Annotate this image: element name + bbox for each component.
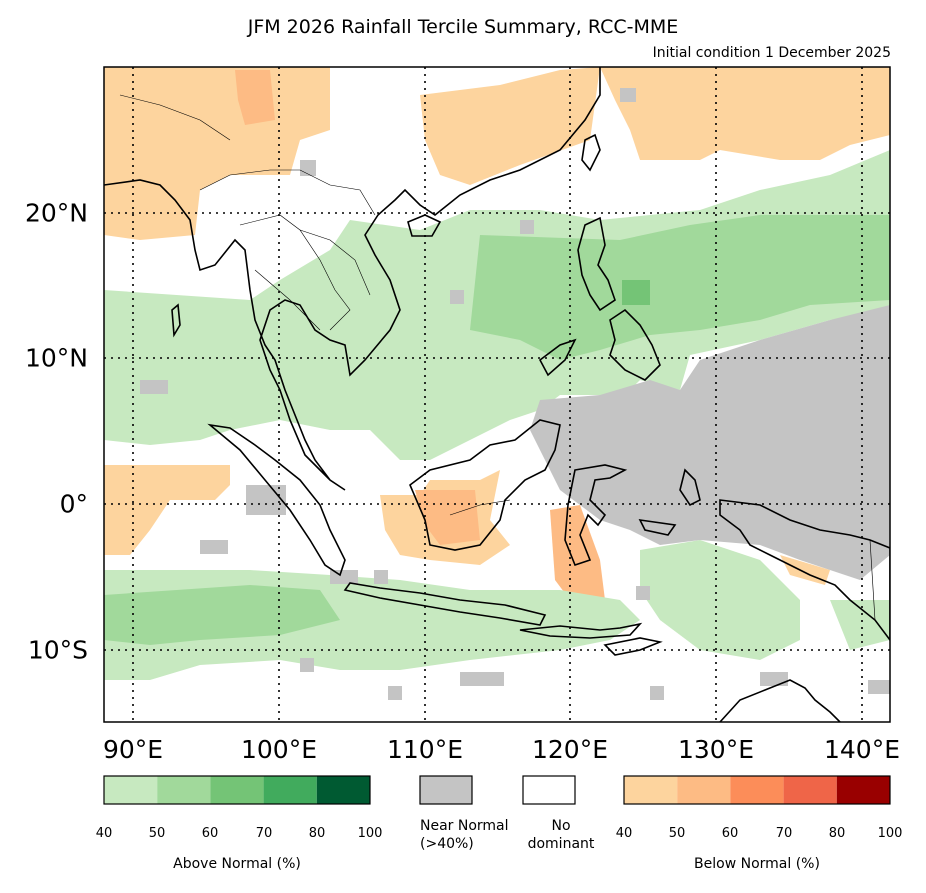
near-normal-caption: Near Normal (>40%) xyxy=(420,817,509,853)
above-normal-colorbar-segment xyxy=(210,776,264,804)
lon-label-100e: 100°E xyxy=(240,735,318,764)
below-normal-colorbar-outline xyxy=(623,775,891,805)
above-tick-label: 80 xyxy=(308,826,326,841)
above-tick-label: 40 xyxy=(95,826,113,841)
below-normal-colorbar-segment xyxy=(677,776,731,804)
below-normal-colorbar-segment xyxy=(624,776,678,804)
above-tick-label: 50 xyxy=(148,826,166,841)
above-tick-label: 100 xyxy=(357,826,383,841)
near-normal-line2: (>40%) xyxy=(420,836,474,852)
map-title: JFM 2026 Rainfall Tercile Summary, RCC-M… xyxy=(247,16,679,38)
no-dominant-caption: No dominant xyxy=(516,817,606,853)
below-tick-label: 50 xyxy=(668,826,686,841)
above-normal-colorbar-segment xyxy=(263,776,317,804)
near-normal-areas xyxy=(140,88,890,700)
below-normal-colorbar-segment xyxy=(836,776,890,804)
above-normal-colorbar-segment xyxy=(104,776,158,804)
coastlines xyxy=(104,67,890,722)
below-tick-label: 40 xyxy=(615,826,633,841)
near-normal-swatch xyxy=(419,775,473,805)
no-dominant-line1: No xyxy=(551,818,571,834)
below-normal-colorbar-segment xyxy=(730,776,784,804)
lat-label-10n: 10°N xyxy=(24,343,88,373)
above-normal-caption: Above Normal (%) xyxy=(173,856,301,872)
below-normal-areas xyxy=(104,67,890,600)
map-frame xyxy=(103,66,891,723)
above-normal-colorbar-segment xyxy=(316,776,370,804)
lat-label-20n: 20°N xyxy=(24,198,88,228)
below-tick-label: 100 xyxy=(877,826,903,841)
below-tick-label: 80 xyxy=(828,826,846,841)
lon-label-90e: 90°E xyxy=(102,735,164,764)
initial-condition-note: Initial condition 1 December 2025 xyxy=(652,45,891,61)
lat-label-10s: 10°S xyxy=(27,635,88,665)
above-normal-colorbar-outline xyxy=(103,775,371,805)
below-normal-caption: Below Normal (%) xyxy=(694,856,820,872)
no-dominant-line2: dominant xyxy=(527,836,595,852)
lon-label-140e: 140°E xyxy=(823,735,901,764)
no-dominant-swatch xyxy=(522,775,576,805)
above-normal-colorbar-segment xyxy=(157,776,211,804)
above-normal-colorbar xyxy=(103,775,371,805)
below-normal-colorbar xyxy=(623,775,891,805)
lon-label-130e: 130°E xyxy=(677,735,755,764)
near-normal-line1: Near Normal xyxy=(420,818,509,834)
country-borders xyxy=(119,94,876,621)
lon-label-110e: 110°E xyxy=(386,735,464,764)
lon-label-120e: 120°E xyxy=(531,735,609,764)
below-normal-colorbar-segment xyxy=(783,776,837,804)
below-tick-label: 60 xyxy=(721,826,739,841)
gridlines xyxy=(104,67,890,722)
above-tick-label: 60 xyxy=(201,826,219,841)
below-tick-label: 70 xyxy=(775,826,793,841)
lat-label-0: 0° xyxy=(59,489,88,519)
above-tick-label: 70 xyxy=(255,826,273,841)
